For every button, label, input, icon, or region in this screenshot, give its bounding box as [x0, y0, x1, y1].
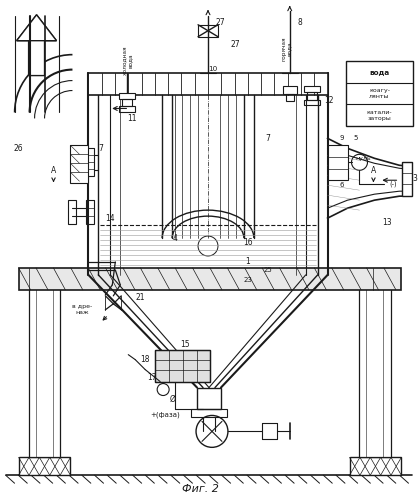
Text: коагу-
лянты: коагу- лянты: [369, 88, 390, 99]
Bar: [349, 458, 401, 475]
Bar: [328, 146, 347, 180]
Bar: [28, 282, 61, 458]
Text: А: А: [371, 166, 376, 175]
Bar: [304, 100, 320, 105]
Text: катали-
заторы: катали- заторы: [367, 110, 392, 121]
Text: 17: 17: [148, 373, 157, 382]
Polygon shape: [17, 15, 56, 40]
Text: 16: 16: [243, 238, 253, 246]
Bar: [119, 92, 135, 98]
Bar: [191, 410, 227, 418]
Text: 14: 14: [105, 214, 115, 222]
Bar: [19, 458, 71, 475]
Bar: [119, 106, 135, 112]
Text: 4: 4: [173, 234, 178, 242]
Bar: [155, 350, 210, 382]
Text: 27: 27: [216, 18, 226, 28]
Text: нуль: нуль: [356, 156, 371, 161]
Polygon shape: [17, 15, 56, 76]
Text: 15: 15: [180, 340, 190, 349]
Text: горячая
вода: горячая вода: [281, 36, 292, 61]
Text: Фиг. 2: Фиг. 2: [181, 484, 219, 494]
Bar: [346, 60, 413, 126]
Text: 5: 5: [353, 136, 358, 141]
Bar: [69, 200, 76, 224]
Text: 6: 6: [339, 182, 344, 188]
Bar: [283, 86, 297, 94]
Bar: [304, 86, 320, 91]
Text: (-): (-): [390, 181, 397, 188]
Text: вода: вода: [370, 68, 390, 74]
Bar: [122, 98, 132, 106]
Bar: [87, 200, 94, 224]
Bar: [155, 350, 210, 382]
Bar: [403, 162, 412, 196]
Text: холодная
вода: холодная вода: [122, 46, 133, 76]
Bar: [307, 92, 317, 100]
Text: 18: 18: [140, 355, 150, 364]
Bar: [286, 94, 294, 102]
Bar: [19, 268, 401, 290]
Text: в дре-
наж: в дре- наж: [72, 304, 92, 315]
Text: А: А: [51, 166, 56, 175]
Text: 3: 3: [412, 174, 417, 182]
Bar: [71, 146, 88, 183]
Text: 7: 7: [265, 134, 270, 143]
Text: 12: 12: [325, 96, 334, 105]
Text: 7: 7: [98, 144, 103, 153]
Text: 27: 27: [230, 40, 240, 49]
Text: 8: 8: [298, 18, 303, 28]
Text: Ø: Ø: [169, 395, 175, 404]
Text: 26: 26: [14, 144, 23, 153]
Text: +(фаза): +(фаза): [150, 411, 180, 418]
Text: 21: 21: [135, 294, 145, 302]
Text: 1: 1: [245, 258, 250, 266]
Bar: [197, 388, 221, 409]
Text: 13: 13: [382, 218, 392, 226]
Bar: [359, 282, 391, 458]
Text: 25: 25: [263, 267, 272, 273]
Text: 23: 23: [243, 277, 252, 283]
Text: 9: 9: [339, 136, 344, 141]
Bar: [87, 148, 94, 176]
Text: 11: 11: [127, 114, 137, 123]
Bar: [198, 25, 218, 36]
Bar: [88, 72, 328, 94]
Text: 10: 10: [208, 66, 217, 71]
